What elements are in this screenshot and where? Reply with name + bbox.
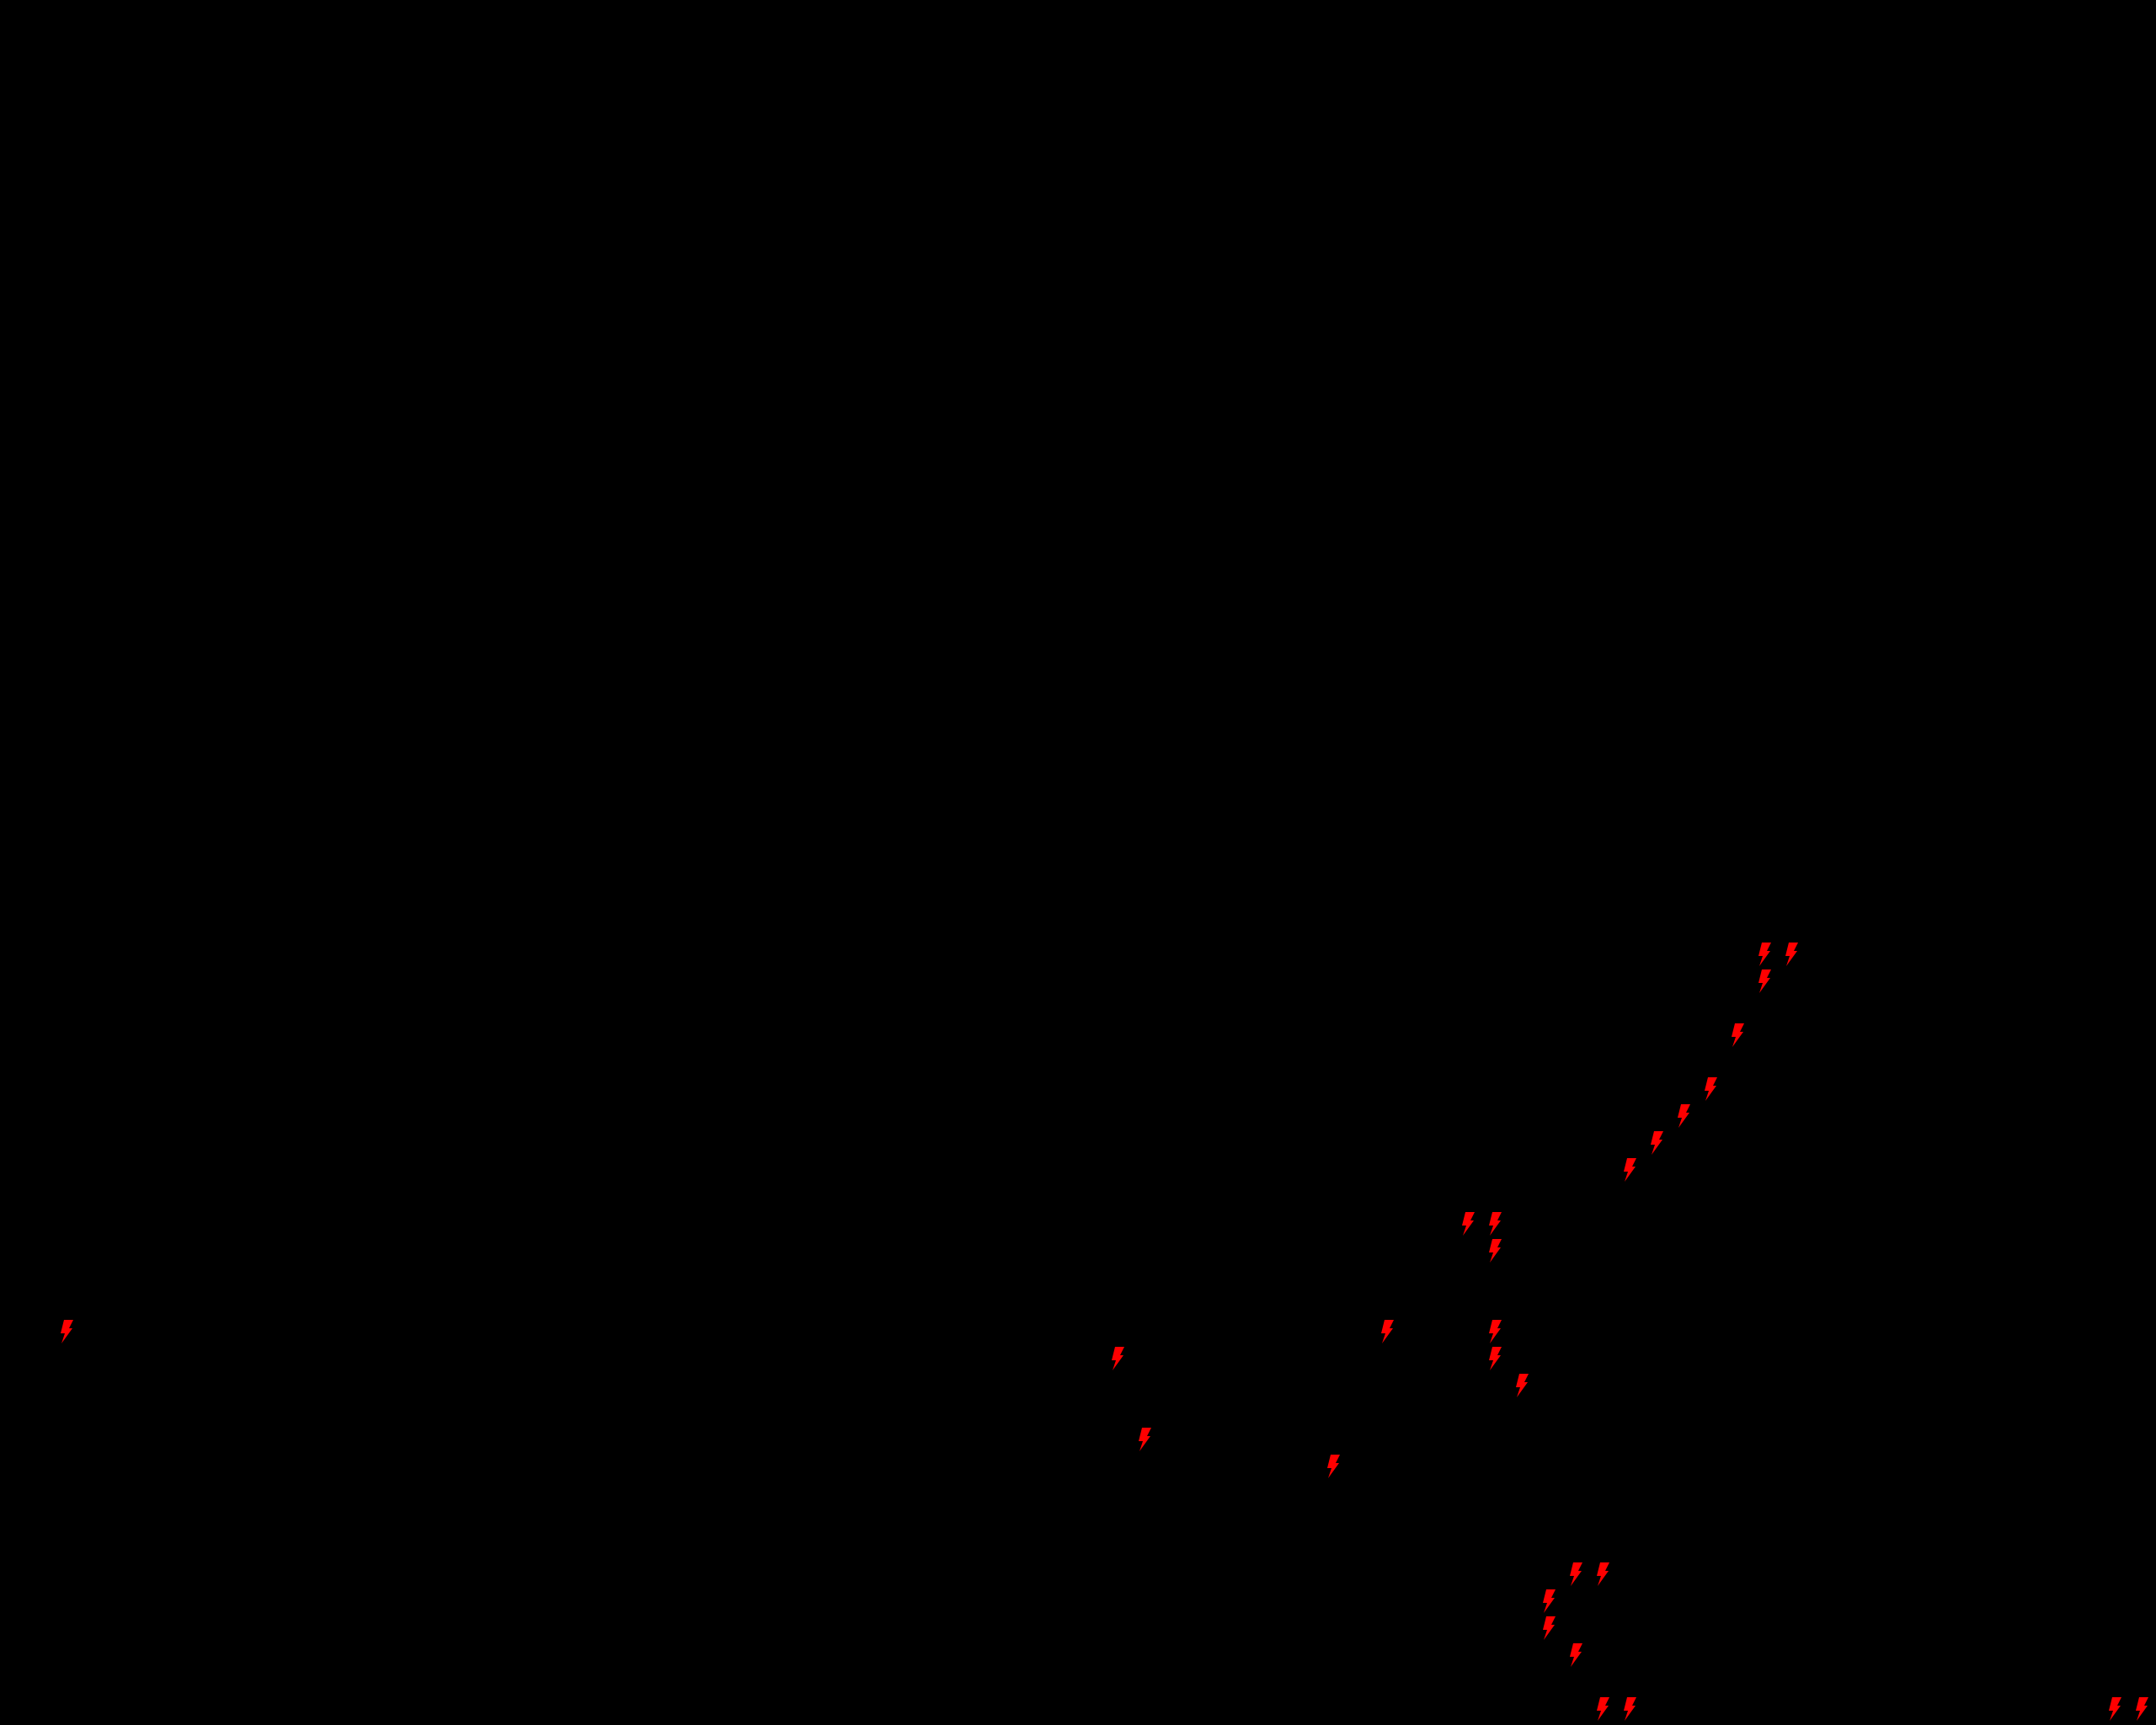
lightning-bolt-icon[interactable] — [1137, 1427, 1154, 1452]
lightning-bolt-icon[interactable] — [1568, 1562, 1585, 1587]
lightning-bolt-icon[interactable] — [1514, 1373, 1531, 1398]
lightning-bolt-icon[interactable] — [1541, 1589, 1558, 1614]
lightning-bolt-icon[interactable] — [1757, 969, 1774, 994]
lightning-bolt-icon[interactable] — [1595, 1562, 1612, 1587]
lightning-bolt-icon[interactable] — [2134, 1696, 2151, 1722]
lightning-bolt-icon[interactable] — [1622, 1696, 1639, 1722]
lightning-bolt-icon[interactable] — [1460, 1211, 1477, 1236]
lightning-bolt-icon[interactable] — [1326, 1454, 1342, 1479]
lightning-bolt-icon[interactable] — [1649, 1130, 1666, 1156]
lightning-bolt-icon[interactable] — [1487, 1346, 1504, 1371]
lightning-bolt-icon[interactable] — [1757, 942, 1774, 967]
lightning-bolt-icon[interactable] — [1110, 1346, 1127, 1371]
lightning-bolt-icon[interactable] — [1487, 1211, 1504, 1236]
lightning-bolt-icon[interactable] — [1784, 942, 1801, 967]
lightning-bolt-icon[interactable] — [2107, 1696, 2124, 1722]
lightning-bolt-icon[interactable] — [1676, 1103, 1693, 1129]
lightning-bolt-icon[interactable] — [1487, 1319, 1504, 1344]
lightning-bolt-icon[interactable] — [1622, 1157, 1639, 1183]
lightning-bolt-icon[interactable] — [59, 1319, 76, 1344]
lightning-bolt-icon[interactable] — [1541, 1616, 1558, 1641]
lightning-bolt-icon[interactable] — [1730, 1023, 1747, 1048]
lightning-bolt-icon[interactable] — [1568, 1642, 1585, 1668]
lightning-bolt-icon[interactable] — [1595, 1696, 1612, 1722]
lightning-bolt-icon[interactable] — [1487, 1238, 1504, 1263]
lightning-bolt-icon[interactable] — [1380, 1319, 1396, 1344]
lightning-bolt-icon[interactable] — [1703, 1076, 1720, 1102]
